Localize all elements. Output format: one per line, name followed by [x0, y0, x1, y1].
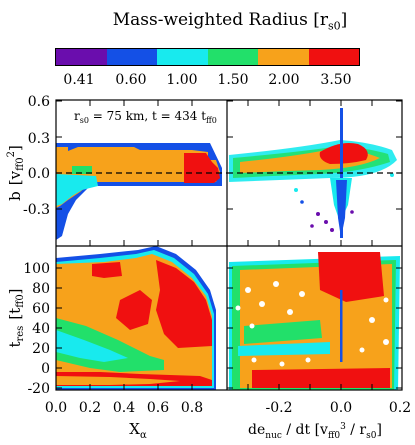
xtick-left-2: 0.4 [113, 400, 135, 416]
dot-cyan-1 [294, 188, 298, 192]
ytick-top-1: 0.3 [28, 131, 50, 147]
chart-title: Mass-weighted Radius [rs0] [112, 10, 348, 33]
ytick-top-3: -0.3 [23, 202, 50, 218]
scatter-green-band [244, 320, 322, 344]
xtick-left-0: 0.0 [45, 400, 67, 416]
ytick-top-2: 0.0 [28, 166, 50, 182]
dot-purple-2 [324, 220, 328, 224]
panel-b-vs-xalpha [56, 143, 227, 240]
ylabel-bottom: tres[tff0] [6, 288, 26, 347]
colorbar-label-2: 1.00 [166, 72, 198, 88]
xtick-right-2: 0.2 [389, 400, 411, 416]
region-red-center [116, 290, 152, 330]
region-green [72, 166, 92, 174]
scatter-red-cloud [319, 143, 368, 164]
region-orange-bottom [56, 376, 180, 385]
panel-tres-vs-xalpha [56, 246, 216, 390]
ytick-bottom-1: 80 [32, 281, 50, 297]
colorbar [55, 48, 360, 66]
colorbar-swatch-4 [258, 49, 309, 65]
dot-purple-3 [330, 228, 334, 232]
annotation: rs0 = 75 km, t = 434 tff0 [74, 109, 217, 125]
region-red-top [92, 262, 122, 278]
colorbar-swatch-1 [106, 49, 157, 65]
colorbar-label-3: 1.50 [217, 72, 249, 88]
xtick-left-1: 0.2 [79, 400, 101, 416]
scatter-red-bottom [252, 368, 390, 388]
xtick-left-4: 0.8 [181, 400, 203, 416]
spike-blue-bottom [340, 290, 343, 362]
ytick-bottom-4: 20 [32, 341, 50, 357]
xtick-right-1: 0.0 [330, 400, 352, 416]
ytick-top-0: 0.6 [28, 94, 50, 110]
ytick-bottom-0: 100 [23, 261, 50, 277]
colorbar-label-0: 0.41 [63, 72, 95, 88]
tick-marks [55, 100, 402, 390]
colorbar-swatch-5 [308, 49, 359, 65]
region-red-right [156, 260, 212, 348]
region-orange [56, 147, 220, 208]
colorbar-label-1: 0.60 [115, 72, 147, 88]
region-cyan [56, 174, 98, 206]
scatter-red-top [318, 252, 384, 302]
colorbar-swatch-0 [56, 49, 107, 65]
ytick-bottom-3: 40 [32, 321, 50, 337]
dot-purple-1 [316, 212, 320, 216]
xtick-left-3: 0.6 [147, 400, 169, 416]
ytick-bottom-6: -20 [27, 381, 50, 397]
ytick-bottom-2: 60 [32, 301, 50, 317]
xlabel-right: denuc / dt [vff03 / rs0] [248, 422, 382, 441]
colorbar-swatch-2 [157, 49, 208, 65]
xtick-right-0: -0.2 [266, 400, 293, 416]
colorbar-label-4: 2.00 [268, 72, 300, 88]
colorbar-label-5: 3.50 [320, 72, 352, 88]
panel-tres-vs-denuc [229, 252, 400, 390]
region-red [184, 153, 220, 183]
xlabel-left: Xα [129, 420, 147, 441]
dot-purple-5 [350, 210, 354, 214]
region-cyan-small [62, 180, 72, 188]
dot-cyan-2 [390, 173, 394, 177]
region-cyan-mid [56, 330, 128, 362]
ylabel-top: b[vff02] [6, 145, 26, 201]
dot-purple-4 [310, 224, 314, 228]
scatter-holes [235, 281, 389, 367]
panel-b-vs-denuc [227, 108, 402, 238]
scatter-cyan-band [238, 342, 330, 356]
ytick-bottom-5: 0 [41, 361, 50, 377]
dot-blue-1 [300, 200, 304, 204]
blob-blue-lower [336, 180, 347, 238]
colorbar-swatch-3 [207, 49, 258, 65]
